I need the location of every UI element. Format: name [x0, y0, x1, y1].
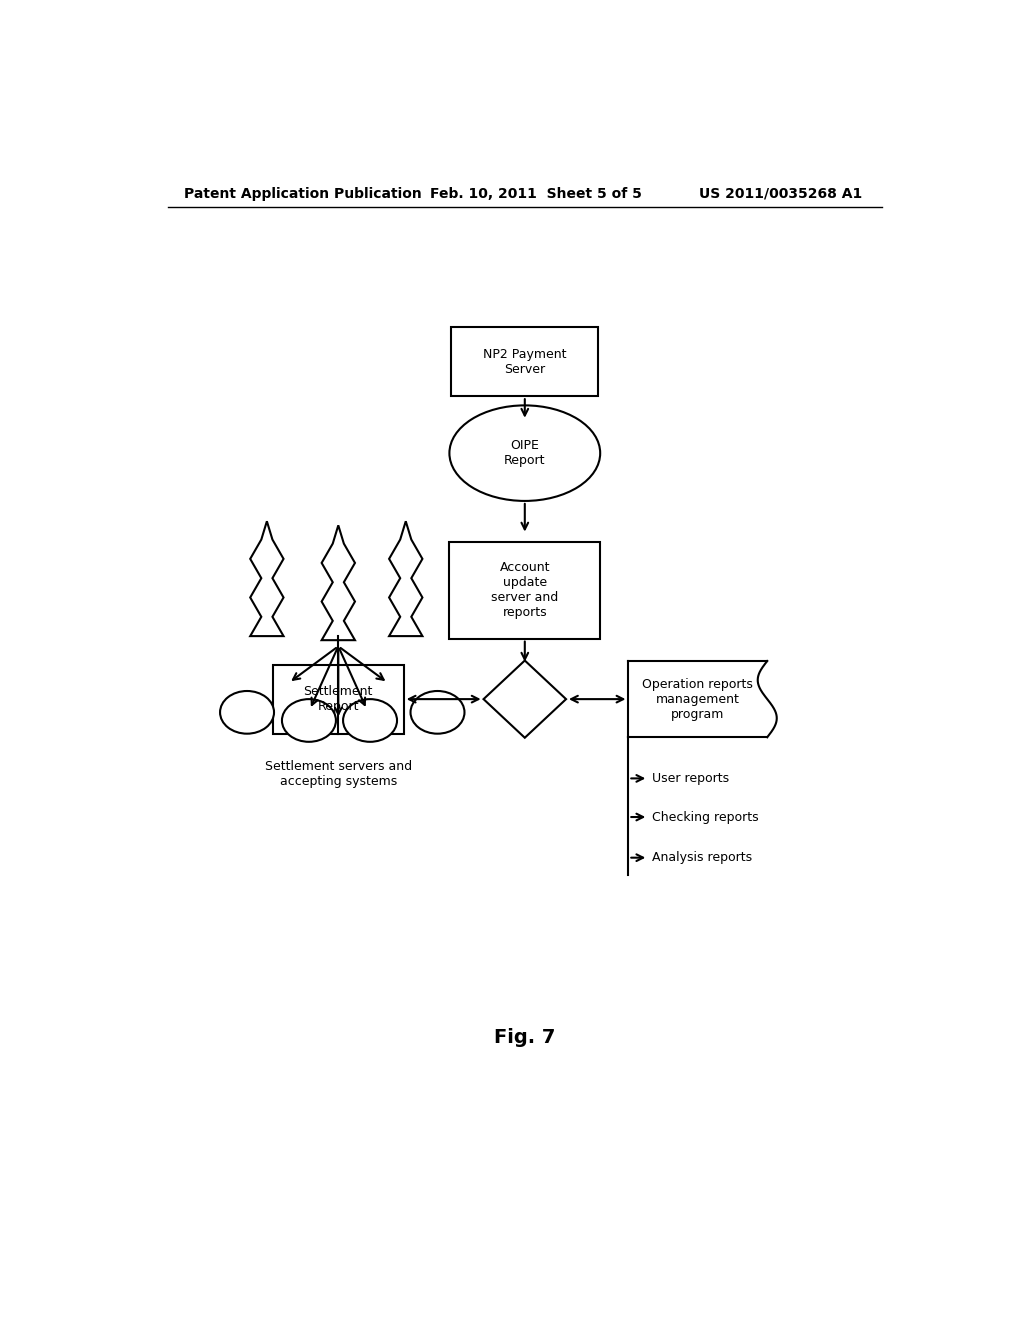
Text: Patent Application Publication: Patent Application Publication [183, 187, 421, 201]
Text: NP2 Payment
Server: NP2 Payment Server [483, 347, 566, 376]
Text: Feb. 10, 2011  Sheet 5 of 5: Feb. 10, 2011 Sheet 5 of 5 [430, 187, 641, 201]
Polygon shape [250, 521, 284, 636]
Text: Account
update
server and
reports: Account update server and reports [492, 561, 558, 619]
Text: US 2011/0035268 A1: US 2011/0035268 A1 [699, 187, 862, 201]
FancyBboxPatch shape [272, 664, 403, 734]
Ellipse shape [450, 405, 600, 500]
FancyBboxPatch shape [452, 327, 598, 396]
Polygon shape [483, 660, 566, 738]
Text: User reports: User reports [652, 772, 729, 785]
Text: Fig. 7: Fig. 7 [495, 1028, 555, 1047]
Text: Operation reports
management
program: Operation reports management program [642, 677, 754, 721]
Text: OIPE
Report: OIPE Report [504, 440, 546, 467]
Polygon shape [322, 525, 355, 640]
Text: Analysis reports: Analysis reports [652, 851, 753, 865]
Text: Settlement servers and
accepting systems: Settlement servers and accepting systems [265, 760, 412, 788]
Ellipse shape [282, 700, 336, 742]
Ellipse shape [220, 690, 274, 734]
Ellipse shape [411, 690, 465, 734]
Polygon shape [389, 521, 423, 636]
Text: Settlement
Report: Settlement Report [304, 685, 373, 713]
Ellipse shape [343, 700, 397, 742]
FancyBboxPatch shape [450, 543, 600, 639]
Text: Checking reports: Checking reports [652, 810, 759, 824]
